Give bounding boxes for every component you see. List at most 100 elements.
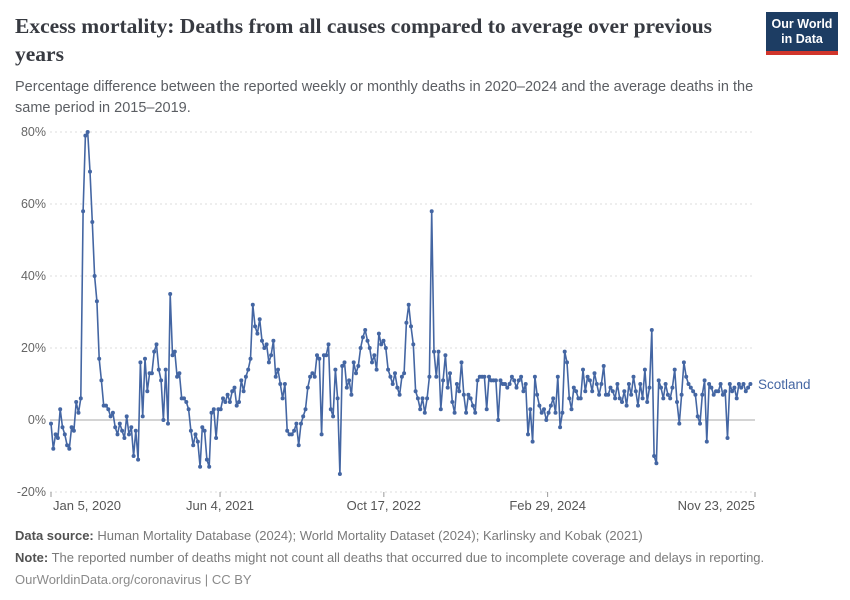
data-point-marker bbox=[260, 338, 264, 343]
data-point-marker bbox=[264, 342, 269, 347]
data-point-marker bbox=[413, 389, 418, 394]
data-point-marker bbox=[448, 371, 452, 376]
data-point-marker bbox=[337, 472, 342, 476]
data-point-marker bbox=[661, 396, 666, 401]
data-point-marker bbox=[106, 407, 111, 412]
data-point-marker bbox=[317, 356, 322, 361]
data-point-marker bbox=[649, 328, 654, 332]
data-point-marker bbox=[438, 407, 443, 412]
data-point-marker bbox=[113, 425, 118, 430]
data-point-marker bbox=[193, 432, 198, 437]
data-point-marker bbox=[679, 392, 684, 397]
data-point-marker bbox=[514, 385, 519, 390]
data-point-marker bbox=[606, 392, 611, 397]
y-axis-label--20%: -20% bbox=[16, 485, 46, 499]
data-point-marker bbox=[200, 425, 205, 430]
data-point-marker bbox=[569, 407, 574, 412]
scotland-line bbox=[50, 131, 752, 475]
data-point-marker bbox=[276, 367, 280, 372]
y-axis-label-60%: 60% bbox=[20, 197, 46, 211]
data-point-marker bbox=[592, 371, 597, 376]
data-point-marker bbox=[418, 407, 423, 412]
owid-logo[interactable]: Our World in Data bbox=[766, 12, 838, 55]
data-point-marker bbox=[638, 382, 643, 386]
data-point-marker bbox=[734, 396, 739, 401]
data-point-marker bbox=[227, 400, 232, 404]
data-point-marker bbox=[117, 421, 122, 426]
data-point-marker bbox=[58, 407, 63, 412]
data-point-marker bbox=[367, 346, 372, 350]
data-point-marker bbox=[475, 378, 480, 383]
data-point-marker bbox=[542, 407, 546, 412]
data-point-marker bbox=[555, 374, 560, 379]
note-line: Note: The reported number of deaths migh… bbox=[15, 550, 764, 565]
data-point-marker bbox=[257, 317, 262, 322]
data-point-marker bbox=[172, 349, 177, 354]
data-point-marker bbox=[241, 389, 246, 394]
data-point-marker bbox=[583, 389, 588, 394]
data-point-marker bbox=[115, 432, 120, 437]
data-point-marker bbox=[432, 349, 436, 354]
data-point-marker bbox=[656, 378, 661, 383]
data-point-marker bbox=[567, 396, 572, 401]
data-point-marker bbox=[170, 353, 175, 358]
data-point-marker bbox=[528, 407, 533, 412]
data-point-marker bbox=[310, 371, 315, 376]
data-point-marker bbox=[748, 382, 753, 386]
data-point-marker bbox=[129, 425, 134, 430]
data-point-marker bbox=[308, 374, 313, 379]
data-point-marker bbox=[560, 410, 565, 415]
data-point-marker bbox=[445, 385, 450, 390]
data-point-marker bbox=[725, 436, 730, 440]
data-point-marker bbox=[218, 407, 223, 412]
data-point-marker bbox=[356, 364, 361, 368]
data-point-marker bbox=[698, 421, 702, 426]
data-point-marker bbox=[512, 378, 517, 383]
data-point-marker bbox=[81, 209, 86, 214]
data-point-marker bbox=[509, 374, 514, 379]
data-point-marker bbox=[691, 389, 696, 394]
data-point-marker bbox=[383, 346, 388, 350]
data-point-marker bbox=[422, 410, 427, 415]
data-point-marker bbox=[51, 446, 56, 451]
data-point-marker bbox=[74, 400, 79, 404]
data-point-marker bbox=[553, 410, 558, 415]
data-point-marker bbox=[280, 396, 285, 401]
data-point-marker bbox=[49, 421, 53, 426]
data-point-marker bbox=[663, 382, 668, 386]
data-point-marker bbox=[69, 425, 74, 430]
data-point-marker bbox=[305, 385, 310, 390]
data-point-marker bbox=[273, 374, 278, 379]
data-point-marker bbox=[411, 342, 416, 347]
data-point-marker bbox=[363, 328, 368, 332]
data-point-marker bbox=[686, 382, 691, 386]
data-point-marker bbox=[374, 367, 379, 372]
chart-title: Excess mortality: Deaths from all causes… bbox=[15, 14, 713, 67]
data-point-marker bbox=[239, 378, 244, 383]
data-point-marker bbox=[636, 403, 640, 408]
data-point-marker bbox=[243, 374, 248, 379]
data-point-marker bbox=[484, 407, 489, 412]
data-point-marker bbox=[459, 360, 464, 365]
data-point-marker bbox=[597, 392, 602, 397]
data-point-marker bbox=[296, 443, 301, 448]
data-point-marker bbox=[493, 378, 498, 383]
data-point-marker bbox=[122, 436, 127, 440]
data-point-marker bbox=[693, 392, 698, 397]
data-point-marker bbox=[182, 396, 186, 401]
data-point-marker bbox=[599, 382, 604, 386]
data-point-marker bbox=[149, 371, 154, 376]
data-point-marker bbox=[457, 389, 462, 394]
data-point-marker bbox=[211, 407, 216, 412]
data-point-marker bbox=[468, 396, 473, 401]
owid-link[interactable]: OurWorldinData.org/coronavirus bbox=[15, 572, 202, 587]
data-point-marker bbox=[654, 461, 659, 466]
data-point-marker bbox=[741, 382, 746, 386]
data-point-marker bbox=[255, 331, 260, 336]
data-point-marker bbox=[195, 439, 200, 444]
data-point-marker bbox=[434, 374, 439, 379]
data-point-marker bbox=[425, 396, 430, 401]
data-point-marker bbox=[390, 382, 395, 386]
x-axis-label-Feb-29-2024: Feb 29, 2024 bbox=[509, 498, 586, 513]
data-point-marker bbox=[225, 392, 230, 397]
